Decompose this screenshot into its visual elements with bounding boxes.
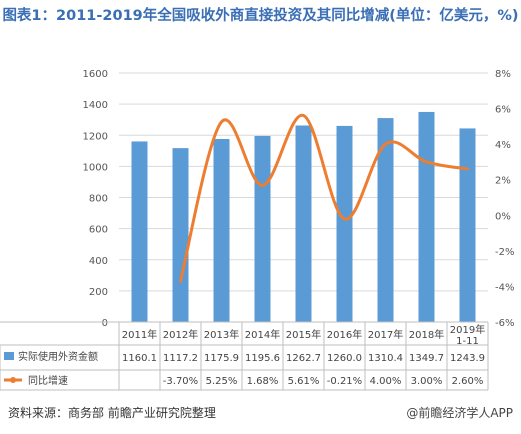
x-tick-label: 2012年 — [163, 328, 198, 341]
y2-tick-label: -4% — [495, 282, 514, 293]
y-tick-label: 1600 — [83, 69, 108, 80]
legend-marker-line — [10, 377, 16, 383]
growth-line — [179, 113, 469, 283]
bar-value-label: 1260.0 — [327, 353, 362, 364]
growth-value-label: 5.25% — [206, 376, 238, 387]
bar — [418, 111, 435, 322]
growth-value-label: 1.68% — [247, 376, 279, 387]
bar-value-label: 1160.1 — [122, 353, 157, 364]
growth-value-label: -0.21% — [327, 376, 362, 387]
x-tick-label: 1-11 — [456, 336, 479, 347]
growth-value-label: 3.00% — [411, 376, 443, 387]
y2-tick-label: 0% — [495, 211, 511, 222]
data-table: 2011年 2012年 2013年 2014年 2015年 2016年 2017年 2018年… — [0, 321, 489, 391]
growth-value-label: 4.00% — [370, 376, 402, 387]
bar — [254, 135, 271, 322]
bar — [131, 141, 148, 322]
bar — [172, 148, 189, 322]
legend-label-bar: 实际使用外资金额 — [18, 350, 98, 363]
x-tick-label: 2017年 — [368, 328, 403, 341]
bar-value-label: 1310.4 — [368, 353, 403, 364]
x-tick-label: 2013年 — [204, 328, 239, 341]
y-tick-label: 200 — [89, 287, 108, 298]
y2-tick-label: 4% — [495, 140, 511, 151]
y2-tick-label: 8% — [495, 69, 511, 80]
y-tick-label: 1200 — [83, 131, 108, 142]
x-tick-label: 2018年 — [409, 328, 444, 341]
growth-value-label: 2.60% — [452, 376, 484, 387]
y-tick-label: 400 — [89, 256, 108, 267]
bar — [459, 128, 476, 322]
legend-label-line: 同比增速 — [28, 374, 68, 387]
bar — [213, 139, 230, 322]
bar — [377, 118, 394, 322]
bar-value-label: 1195.6 — [245, 353, 280, 364]
y-tick-label: 600 — [89, 225, 108, 236]
watermark: @前瞻经济学人APP — [406, 406, 513, 420]
y-tick-label: 1400 — [83, 100, 108, 111]
growth-value-label: 5.61% — [288, 376, 320, 387]
x-tick-label: 2016年 — [327, 328, 362, 341]
bar-value-label: 1262.7 — [286, 353, 321, 364]
growth-value-label: -3.70% — [163, 376, 198, 387]
y-tick-label: 0 — [102, 318, 108, 329]
y-tick-label: 1000 — [83, 162, 108, 173]
x-tick-label: 2011年 — [122, 328, 157, 341]
y-tick-label: 800 — [89, 194, 108, 205]
x-tick-label: 2015年 — [286, 328, 321, 341]
legend-swatch-bar — [4, 352, 14, 360]
chart-title: 图表1：2011-2019年全国吸收外商直接投资及其同比增减(单位：亿美元，%) — [2, 8, 519, 24]
y2-tick-label: 2% — [495, 176, 511, 187]
x-tick-label: 2014年 — [245, 328, 280, 341]
axes: 0 200 400 600 800 1000 1200 1400 1600 -6% -4% -2% 0%… — [83, 69, 515, 329]
x-tick-label: 2019年 — [450, 323, 485, 336]
y2-tick-label: -6% — [495, 318, 514, 329]
bar-value-label: 1243.9 — [450, 353, 485, 364]
bar — [295, 125, 312, 322]
bar-value-label: 1117.2 — [163, 353, 198, 364]
bar — [336, 125, 353, 322]
y2-tick-label: 6% — [495, 105, 511, 116]
y2-tick-label: -2% — [495, 247, 514, 258]
source-note: 资料来源：商务部 前瞻产业研究院整理 — [8, 406, 216, 420]
bar-value-label: 1349.7 — [409, 353, 444, 364]
bar-value-label: 1175.9 — [204, 353, 239, 364]
bars — [131, 111, 476, 322]
